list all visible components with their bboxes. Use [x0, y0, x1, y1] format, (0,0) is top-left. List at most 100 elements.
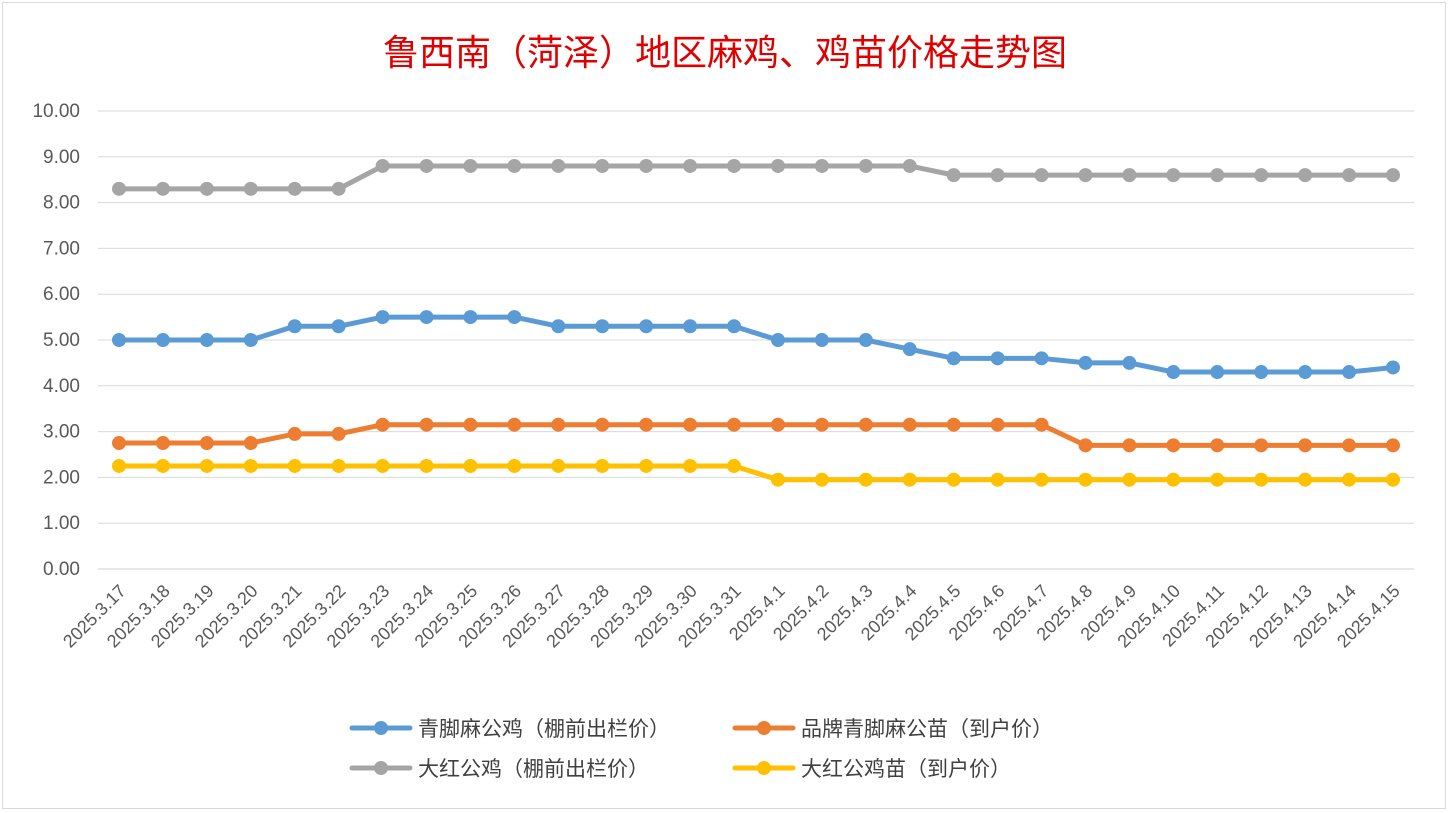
data-point [419, 458, 434, 473]
data-point [946, 417, 961, 432]
series-0 [112, 310, 1400, 380]
data-point [1210, 472, 1225, 487]
data-point [990, 472, 1005, 487]
data-point [727, 458, 742, 473]
series-line [116, 422, 1396, 448]
data-point [946, 168, 961, 183]
data-point [1078, 438, 1093, 453]
data-point [507, 458, 522, 473]
data-point [946, 472, 961, 487]
data-point [1122, 168, 1137, 183]
data-point [1210, 365, 1225, 380]
series-3 [112, 458, 1400, 487]
data-point [419, 417, 434, 432]
data-point [1078, 472, 1093, 487]
series-1 [112, 417, 1400, 453]
data-point [375, 310, 390, 325]
data-point [1166, 168, 1181, 183]
data-point [287, 181, 302, 196]
data-point [507, 158, 522, 173]
y-tick-label: 5.00 [43, 330, 80, 351]
data-point [814, 472, 829, 487]
y-tick-label: 1.00 [43, 513, 80, 534]
data-point [375, 458, 390, 473]
data-point [1122, 438, 1137, 453]
data-point [507, 417, 522, 432]
data-point [902, 417, 917, 432]
data-point [770, 333, 785, 347]
data-point [112, 181, 126, 196]
y-tick-label: 0.00 [43, 559, 80, 580]
data-point [946, 351, 961, 366]
data-point [331, 181, 346, 196]
data-point [1166, 438, 1181, 453]
data-point [1386, 168, 1400, 183]
data-point [1342, 365, 1357, 380]
data-point [1298, 438, 1313, 453]
data-point [243, 436, 258, 451]
data-point [683, 417, 698, 432]
series-2 [112, 158, 1400, 196]
data-point [551, 319, 566, 334]
data-point [990, 168, 1005, 183]
data-point [1254, 472, 1269, 487]
data-point [1210, 168, 1225, 183]
y-tick-label: 9.00 [43, 147, 80, 168]
data-point [814, 158, 829, 173]
data-point [1034, 472, 1049, 487]
data-point [639, 417, 654, 432]
data-point [814, 417, 829, 432]
data-point [1122, 472, 1137, 487]
legend-swatch-marker [374, 761, 388, 775]
data-point [287, 426, 302, 441]
data-point [463, 458, 478, 473]
data-point [155, 181, 170, 196]
legend-item: 品牌青脚麻公苗（到户价） [732, 717, 1053, 741]
series-line [116, 314, 1396, 375]
data-point [1342, 472, 1357, 487]
data-point [375, 158, 390, 173]
data-point [814, 333, 829, 347]
data-point [199, 436, 214, 451]
data-point [1254, 438, 1269, 453]
data-point [112, 436, 126, 451]
data-point [1298, 168, 1313, 183]
data-point [902, 158, 917, 173]
data-point [1210, 438, 1225, 453]
data-point [155, 458, 170, 473]
data-point [1078, 355, 1093, 370]
y-tick-label: 10.00 [32, 101, 80, 122]
data-point [639, 158, 654, 173]
legend: 青脚麻公鸡（棚前出栏价） 品牌青脚麻公苗（到户价） 大红公鸡（棚前出栏价） 大红公鸡苗… [349, 717, 1053, 781]
series-lines [112, 158, 1400, 487]
data-point [683, 319, 698, 334]
legend-swatch-marker [374, 721, 388, 735]
data-point [683, 158, 698, 173]
y-tick-label: 7.00 [43, 238, 80, 259]
data-point [595, 458, 610, 473]
x-axis-ticks: 2025.3.172025.3.182025.3.192025.3.202025… [59, 581, 1404, 652]
data-point [419, 310, 434, 325]
y-tick-label: 3.00 [43, 422, 80, 443]
data-point [770, 158, 785, 173]
data-point [507, 310, 522, 325]
data-point [243, 333, 258, 347]
data-point [727, 158, 742, 173]
data-point [331, 458, 346, 473]
data-point [199, 333, 214, 347]
data-point [770, 417, 785, 432]
data-point [639, 458, 654, 473]
data-point [1386, 438, 1400, 453]
y-axis-ticks: 0.00 1.00 2.00 3.00 4.00 5.00 6.00 7.00 8.00 9.00… [32, 101, 80, 580]
data-point [287, 458, 302, 473]
data-point [1166, 365, 1181, 380]
data-point [287, 319, 302, 334]
data-point [770, 472, 785, 487]
data-point [112, 458, 126, 473]
data-point [331, 426, 346, 441]
data-point [463, 158, 478, 173]
series-line [116, 163, 1396, 192]
data-point [375, 417, 390, 432]
legend-item: 大红公鸡（棚前出栏价） [349, 757, 649, 781]
legend-label: 青脚麻公鸡（棚前出栏价） [418, 717, 670, 741]
